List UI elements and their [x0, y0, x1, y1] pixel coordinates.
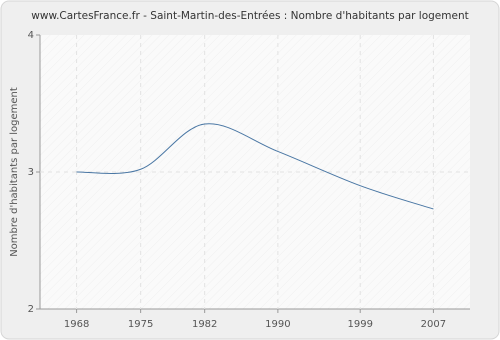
x-tick-label: 1975	[128, 319, 153, 330]
plot-area	[40, 35, 470, 309]
chart-title: www.CartesFrance.fr - Saint-Martin-des-E…	[31, 10, 468, 22]
y-tick-label: 4	[28, 30, 34, 41]
x-tick-label: 1968	[64, 319, 89, 330]
y-tick-label: 3	[28, 167, 34, 178]
x-tick-label: 1990	[265, 319, 290, 330]
x-tick-label: 1999	[347, 319, 372, 330]
line	[76, 123, 434, 210]
x-tick-label: 1982	[192, 319, 217, 330]
y-tick-label: 2	[28, 304, 34, 315]
x-tick-label: 2007	[421, 319, 446, 330]
y-axis-label: Nombre d'habitants par logement	[9, 87, 20, 257]
